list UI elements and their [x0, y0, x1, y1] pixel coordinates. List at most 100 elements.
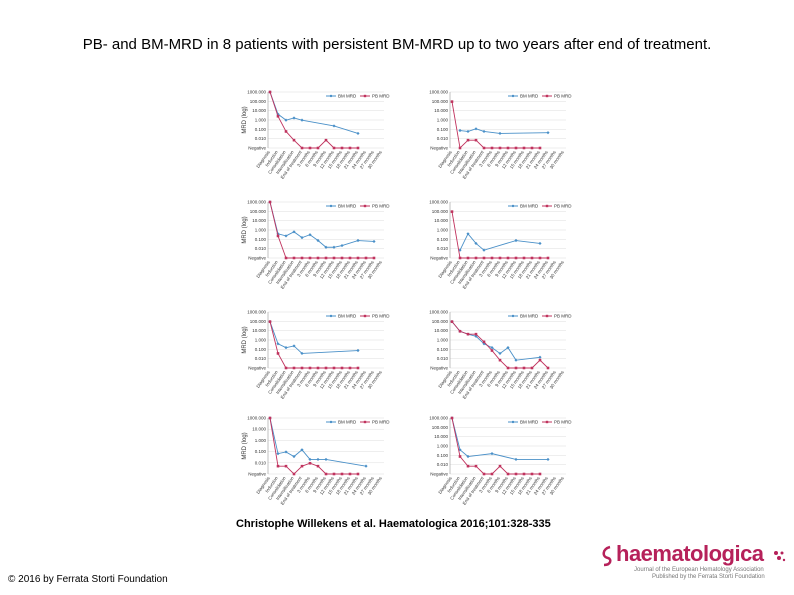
data-point-pb — [530, 146, 534, 150]
legend-label: BM MRD — [520, 204, 539, 209]
y-tick-label: 10.000 — [252, 427, 266, 432]
y-tick-label: Negative — [430, 146, 448, 151]
citation: Christophe Willekens et al. Haematologic… — [236, 518, 551, 530]
data-point-pb — [324, 366, 328, 370]
data-point-bm — [482, 342, 486, 346]
series-line-pb — [269, 417, 358, 475]
series-line-pb — [269, 91, 358, 149]
data-point-pb — [284, 464, 288, 468]
data-point-pb — [506, 366, 510, 370]
data-point-pb — [546, 366, 550, 370]
legend: BM MRD PB MRD — [508, 94, 572, 99]
y-tick-label: 0.010 — [437, 356, 449, 361]
legend-label: BM MRD — [338, 314, 357, 319]
data-point-bm — [482, 129, 486, 134]
data-point-pb — [466, 256, 470, 260]
data-point-pb — [490, 472, 494, 476]
data-point-bm — [498, 351, 502, 356]
y-tick-label: 10.000 — [252, 108, 266, 113]
data-point-pb — [308, 256, 312, 260]
y-tick-label: 0.010 — [255, 136, 267, 141]
data-point-bm — [316, 238, 320, 243]
haematologica-logo[interactable]: haematologica Journal of the European He… — [600, 541, 790, 581]
data-point-pb — [292, 472, 296, 476]
data-point-pb — [466, 464, 470, 468]
copyright-notice: © 2016 by Ferrata Storti Foundation — [8, 574, 168, 585]
data-point-pb — [348, 256, 352, 260]
data-point-bm — [276, 112, 280, 116]
data-point-pb — [530, 472, 534, 476]
legend-marker — [363, 204, 367, 208]
series-line-pb — [269, 201, 374, 259]
data-point-pb — [538, 472, 542, 476]
data-point-bm — [356, 131, 360, 136]
legend: BM MRD PB MRD — [508, 314, 572, 319]
y-tick-label: 0.100 — [437, 237, 449, 242]
data-point-pb — [506, 472, 510, 476]
data-point-bm — [284, 234, 288, 238]
y-tick-label: 0.100 — [255, 127, 267, 132]
legend-label: BM MRD — [520, 94, 539, 99]
legend-marker — [545, 314, 549, 318]
data-point-bm — [300, 236, 304, 240]
legend-marker — [511, 204, 515, 208]
data-point-bm — [356, 348, 360, 353]
y-tick-label: Negative — [248, 146, 266, 151]
data-point-pb — [292, 256, 296, 260]
logo-brand: haematologica — [616, 541, 764, 566]
data-point-bm — [538, 355, 542, 359]
data-point-pb — [514, 256, 518, 260]
data-point-pb — [490, 349, 494, 352]
data-point-bm — [308, 457, 312, 462]
data-point-bm — [276, 452, 280, 456]
data-point-bm — [332, 124, 336, 128]
legend-marker — [545, 94, 549, 98]
legend-label: BM MRD — [338, 204, 357, 209]
series-line-bm — [451, 417, 548, 460]
legend-marker — [329, 314, 333, 318]
logo-dots-icon — [774, 551, 786, 562]
y-tick-label: 0.010 — [255, 356, 267, 361]
series-line-bm — [459, 232, 541, 251]
data-point-pb — [474, 332, 478, 336]
data-point-bm — [324, 245, 328, 249]
y-tick-label: 0.010 — [255, 246, 267, 251]
y-tick-label: 1.000 — [255, 438, 267, 443]
y-axis-label: MRD (log) — [242, 216, 248, 243]
data-point-pb — [538, 256, 542, 260]
legend-label: BM MRD — [520, 314, 539, 319]
data-point-bm — [490, 346, 494, 350]
data-point-bm — [284, 346, 288, 350]
legend: BM MRD PB MRD — [326, 94, 390, 99]
data-point-bm — [546, 457, 550, 462]
data-point-pb — [482, 340, 486, 344]
y-tick-label: 0.100 — [437, 453, 449, 458]
data-point-bm — [482, 248, 486, 252]
data-point-pb — [300, 146, 304, 150]
y-tick-label: 0.100 — [255, 449, 267, 454]
slide-title: PB- and BM-MRD in 8 patients with persis… — [82, 36, 712, 53]
data-point-pb — [316, 366, 320, 370]
data-point-pb — [292, 138, 296, 142]
y-tick-label: Negative — [430, 366, 448, 371]
data-point-bm — [324, 457, 328, 462]
data-point-bm — [466, 232, 470, 236]
data-point-pb — [268, 416, 272, 420]
data-point-bm — [372, 239, 376, 244]
data-point-pb — [324, 138, 328, 142]
data-point-bm — [316, 457, 320, 462]
data-point-bm — [300, 118, 304, 122]
legend-label: PB MRD — [372, 204, 390, 209]
data-point-pb — [522, 256, 526, 260]
data-point-pb — [450, 210, 454, 213]
data-point-pb — [356, 256, 360, 260]
legend-marker — [511, 314, 515, 318]
legend-label: PB MRD — [554, 314, 572, 319]
legend-label: BM MRD — [338, 420, 357, 425]
legend-marker — [329, 94, 333, 98]
y-tick-label: Negative — [248, 256, 266, 261]
data-point-bm — [292, 116, 296, 120]
y-tick-label: 1000.000 — [429, 310, 448, 315]
data-point-pb — [538, 358, 542, 362]
